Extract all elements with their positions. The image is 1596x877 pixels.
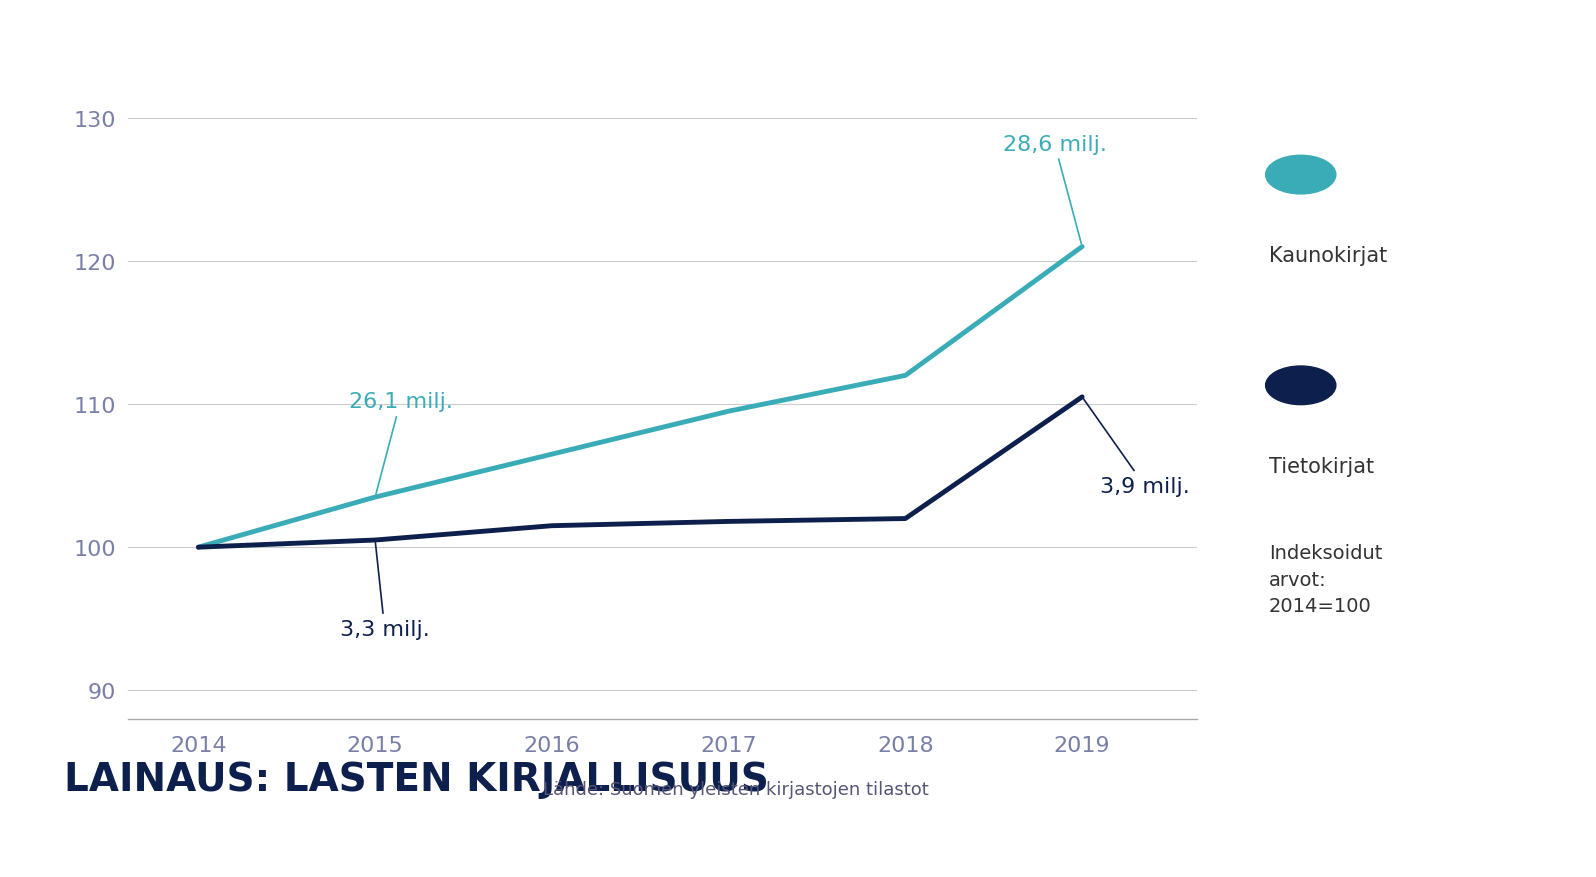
Text: 3,9 milj.: 3,9 milj. (1084, 400, 1189, 496)
Text: Indeksoidut
arvot:
2014=100: Indeksoidut arvot: 2014=100 (1269, 544, 1382, 616)
Text: 3,3 milj.: 3,3 milj. (340, 543, 429, 639)
Text: 26,1 milj.: 26,1 milj. (348, 392, 453, 495)
Text: Lähde: Suomen yleisten kirjastojen tilastot: Lähde: Suomen yleisten kirjastojen tilas… (543, 780, 929, 798)
Text: LAINAUS: LASTEN KIRJALLISUUS: LAINAUS: LASTEN KIRJALLISUUS (64, 760, 769, 798)
Text: 28,6 milj.: 28,6 milj. (1002, 134, 1106, 245)
Text: Tietokirjat: Tietokirjat (1269, 456, 1374, 476)
Text: Kaunokirjat: Kaunokirjat (1269, 246, 1387, 266)
